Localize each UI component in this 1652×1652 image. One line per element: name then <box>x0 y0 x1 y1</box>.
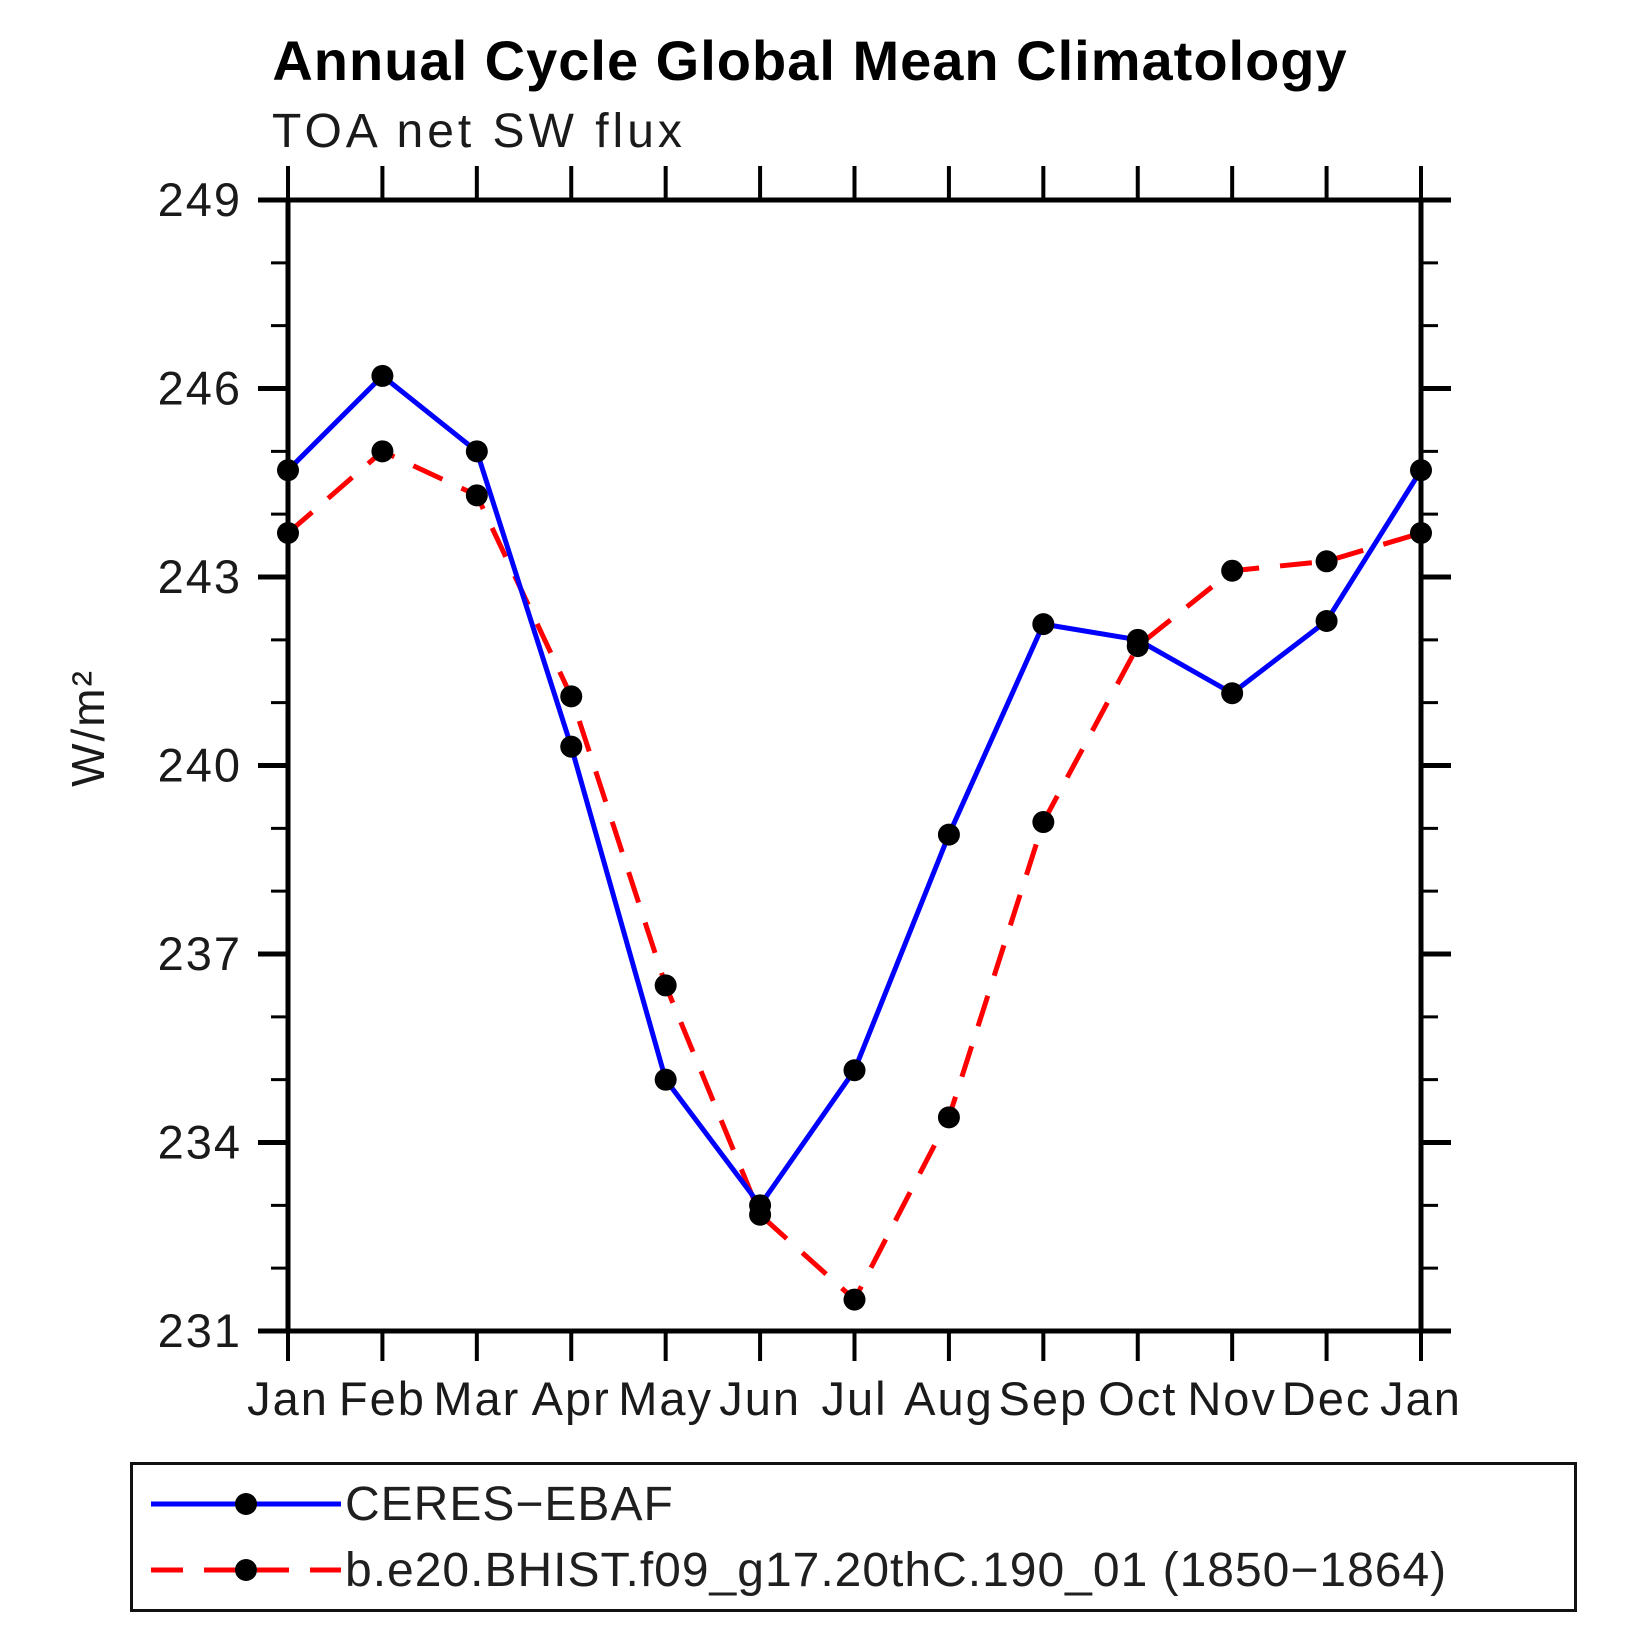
series-model <box>286 448 1422 1303</box>
x-tick-label: Aug <box>904 1372 994 1425</box>
y-tick-label: 237 <box>158 927 242 980</box>
y-tick-labels: 231 234 237 240 243 246 249 <box>158 173 242 1357</box>
data-point <box>654 1068 677 1091</box>
chart-subtitle: TOA net SW flux <box>272 105 686 158</box>
data-point <box>465 484 488 507</box>
x-tick-label: Dec <box>1282 1372 1372 1425</box>
y-tick-label: 234 <box>158 1116 242 1169</box>
axis-frame <box>285 197 1424 1334</box>
series-markers-ceres <box>277 364 1432 1217</box>
legend-swatch-dashed-line <box>151 1559 341 1581</box>
y-tick-label: 249 <box>158 173 242 226</box>
x-tick-label: Jan <box>247 1372 329 1425</box>
legend-swatch-solid-line <box>151 1493 341 1515</box>
data-point <box>1315 550 1338 573</box>
data-point <box>749 1194 772 1217</box>
data-point <box>843 1059 866 1082</box>
data-point <box>937 1106 960 1129</box>
y-tick-label: 243 <box>158 550 242 603</box>
y-tick-label: 240 <box>158 739 242 792</box>
data-point <box>1221 682 1244 705</box>
x-tick-label: Jul <box>821 1372 887 1425</box>
data-point <box>1032 613 1055 636</box>
axis-ticks <box>258 166 1451 1361</box>
data-point <box>1410 522 1432 545</box>
data-point <box>843 1288 866 1311</box>
x-tick-label: Feb <box>339 1372 426 1425</box>
y-tick-label: 231 <box>158 1304 242 1357</box>
data-point <box>1032 811 1055 834</box>
data-point <box>277 522 299 545</box>
chart-title: Annual Cycle Global Mean Climatology <box>272 29 1348 92</box>
y-tick-label: 246 <box>158 362 242 415</box>
x-tick-label: Nov <box>1187 1372 1277 1425</box>
data-point <box>465 440 488 463</box>
plot-frame <box>285 197 1424 1334</box>
legend: CERES−EBAF b.e20.BHIST.f09_g17.20thC.190… <box>130 1462 1577 1612</box>
data-point <box>1126 628 1149 651</box>
data-point <box>1221 559 1244 582</box>
data-point <box>371 440 394 463</box>
legend-marker-dot <box>235 1559 257 1581</box>
data-point <box>1315 609 1338 632</box>
legend-marker-dot <box>235 1493 257 1515</box>
x-tick-label: Mar <box>433 1372 520 1425</box>
x-tick-label: Sep <box>999 1372 1089 1425</box>
legend-label: b.e20.BHIST.f09_g17.20thC.190_01 (1850−1… <box>345 1543 1448 1597</box>
x-tick-label: Oct <box>1098 1372 1177 1425</box>
data-point <box>1410 459 1432 482</box>
data-point <box>654 974 677 997</box>
x-tick-label: Jun <box>719 1372 801 1425</box>
data-point <box>937 823 960 846</box>
legend-item-ceres: CERES−EBAF <box>149 1476 1574 1532</box>
legend-label: CERES−EBAF <box>345 1477 674 1531</box>
data-point <box>560 685 583 708</box>
x-tick-label: Jan <box>1380 1372 1462 1425</box>
data-point <box>560 735 583 758</box>
series-line-model <box>286 448 1422 1303</box>
legend-item-model: b.e20.BHIST.f09_g17.20thC.190_01 (1850−1… <box>149 1542 1574 1598</box>
series-markers-model <box>277 440 1432 1311</box>
x-tick-label: Apr <box>532 1372 611 1425</box>
data-point <box>371 364 394 387</box>
data-point <box>277 459 299 482</box>
x-tick-label: May <box>618 1372 713 1425</box>
x-tick-labels: Jan Feb Mar Apr May Jun Jul Aug Sep Oct Nov Dec Jan <box>247 1372 1462 1425</box>
